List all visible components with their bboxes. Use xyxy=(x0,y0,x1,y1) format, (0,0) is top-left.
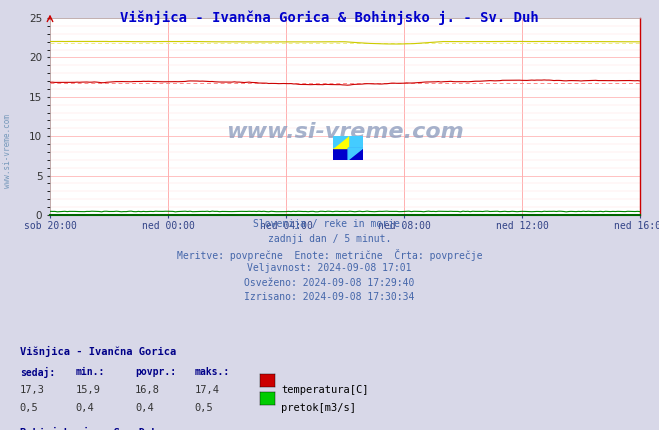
Polygon shape xyxy=(333,136,348,148)
Text: 0,4: 0,4 xyxy=(76,403,94,413)
Polygon shape xyxy=(348,148,363,160)
Text: Meritve: povprečne  Enote: metrične  Črta: povprečje: Meritve: povprečne Enote: metrične Črta:… xyxy=(177,249,482,261)
Bar xyxy=(348,148,363,160)
Polygon shape xyxy=(333,136,348,148)
Text: Veljavnost: 2024-09-08 17:01: Veljavnost: 2024-09-08 17:01 xyxy=(247,263,412,273)
Text: Višnjica - Ivančna Gorica & Bohinjsko j. - Sv. Duh: Višnjica - Ivančna Gorica & Bohinjsko j.… xyxy=(120,11,539,25)
Bar xyxy=(333,148,348,160)
Text: 0,5: 0,5 xyxy=(194,403,213,413)
Text: 15,9: 15,9 xyxy=(76,385,101,395)
Text: pretok[m3/s]: pretok[m3/s] xyxy=(281,403,357,413)
Text: 0,5: 0,5 xyxy=(20,403,38,413)
Text: temperatura[C]: temperatura[C] xyxy=(281,385,369,395)
Text: www.si-vreme.com: www.si-vreme.com xyxy=(3,114,13,187)
Text: www.si-vreme.com: www.si-vreme.com xyxy=(226,122,464,142)
Text: 17,3: 17,3 xyxy=(20,385,45,395)
Text: maks.:: maks.: xyxy=(194,367,229,377)
Text: 16,8: 16,8 xyxy=(135,385,160,395)
Text: sedaj:: sedaj: xyxy=(20,367,55,378)
Text: Slovenija / reke in morje.: Slovenija / reke in morje. xyxy=(253,219,406,229)
Bar xyxy=(333,136,348,148)
Text: 17,4: 17,4 xyxy=(194,385,219,395)
Text: 0,4: 0,4 xyxy=(135,403,154,413)
Text: Izrisano: 2024-09-08 17:30:34: Izrisano: 2024-09-08 17:30:34 xyxy=(244,292,415,302)
Bar xyxy=(348,136,363,148)
Text: Osveženo: 2024-09-08 17:29:40: Osveženo: 2024-09-08 17:29:40 xyxy=(244,278,415,288)
Text: Bohinjsko j. - Sv. Duh: Bohinjsko j. - Sv. Duh xyxy=(20,427,158,430)
Text: Višnjica - Ivančna Gorica: Višnjica - Ivančna Gorica xyxy=(20,346,176,357)
Text: povpr.:: povpr.: xyxy=(135,367,176,377)
Text: min.:: min.: xyxy=(76,367,105,377)
Text: zadnji dan / 5 minut.: zadnji dan / 5 minut. xyxy=(268,234,391,244)
Polygon shape xyxy=(348,148,363,160)
